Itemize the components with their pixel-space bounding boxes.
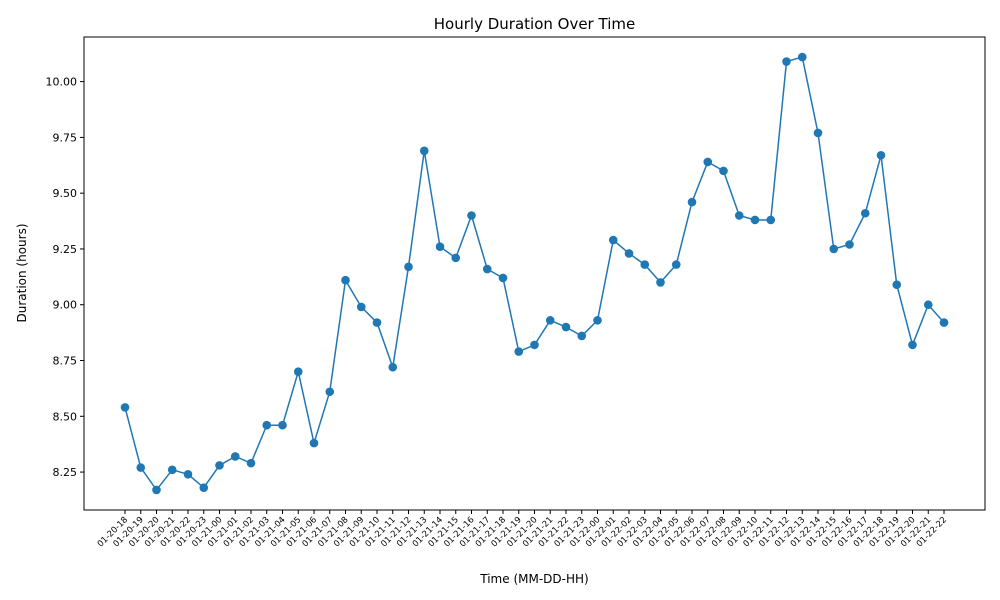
data-point bbox=[293, 367, 303, 376]
data-point bbox=[734, 211, 744, 220]
data-point bbox=[939, 318, 949, 327]
data-point bbox=[860, 208, 870, 218]
data-point bbox=[876, 150, 886, 160]
data-point bbox=[719, 166, 728, 176]
series-line bbox=[124, 56, 945, 492]
data-point bbox=[687, 197, 697, 207]
data-point bbox=[829, 244, 839, 254]
data-point bbox=[766, 215, 776, 225]
data-point bbox=[923, 300, 933, 310]
plot-area: 8.258.508.759.009.259.509.7510.0001-20-1… bbox=[46, 36, 986, 549]
y-tick-label: 10.00 bbox=[46, 76, 78, 89]
y-tick-label: 9.75 bbox=[53, 131, 78, 144]
data-point bbox=[482, 264, 492, 274]
chart-title: Hourly Duration Over Time bbox=[434, 15, 635, 33]
data-point bbox=[341, 275, 350, 285]
data-point bbox=[530, 340, 539, 350]
data-point bbox=[152, 485, 161, 495]
data-point bbox=[908, 340, 917, 350]
data-point bbox=[136, 463, 146, 472]
data-point bbox=[215, 461, 224, 470]
data-point bbox=[545, 316, 555, 325]
data-point bbox=[435, 242, 445, 252]
y-axis-label: Duration (hours) bbox=[15, 223, 29, 322]
data-point bbox=[892, 280, 902, 289]
data-point bbox=[498, 273, 508, 283]
data-point bbox=[325, 387, 335, 397]
data-point bbox=[120, 403, 130, 412]
data-point bbox=[797, 52, 807, 62]
y-tick-label: 8.25 bbox=[53, 466, 78, 479]
data-point bbox=[167, 465, 177, 475]
data-point bbox=[356, 302, 366, 312]
x-axis-label: Time (MM-DD-HH) bbox=[479, 572, 588, 586]
data-point bbox=[451, 253, 461, 263]
data-point bbox=[467, 211, 476, 220]
data-point bbox=[246, 458, 256, 468]
data-point bbox=[640, 260, 650, 269]
plot-frame bbox=[83, 36, 986, 511]
y-tick-label: 8.50 bbox=[53, 410, 78, 423]
y-tick-label: 9.50 bbox=[53, 187, 78, 200]
data-point bbox=[404, 262, 413, 272]
data-point bbox=[608, 235, 618, 245]
data-point bbox=[309, 438, 319, 448]
data-point bbox=[183, 470, 193, 479]
y-tick-label: 9.25 bbox=[53, 243, 78, 256]
data-point bbox=[278, 420, 287, 430]
data-point bbox=[782, 57, 791, 66]
data-point bbox=[388, 362, 398, 372]
data-point bbox=[656, 278, 665, 287]
data-point bbox=[577, 331, 587, 341]
data-point bbox=[593, 316, 602, 325]
data-point bbox=[372, 318, 382, 327]
data-point bbox=[230, 452, 240, 461]
data-point bbox=[561, 322, 571, 332]
data-point bbox=[262, 420, 272, 430]
data-point bbox=[624, 249, 634, 258]
data-point bbox=[199, 483, 209, 492]
data-point bbox=[845, 240, 854, 249]
data-point bbox=[813, 128, 823, 138]
data-point bbox=[750, 215, 760, 225]
y-tick-label: 8.75 bbox=[53, 355, 78, 368]
y-tick-label: 9.00 bbox=[53, 299, 78, 312]
data-point bbox=[419, 146, 429, 156]
data-point bbox=[514, 347, 524, 356]
data-point bbox=[703, 157, 713, 167]
data-point bbox=[671, 260, 681, 269]
